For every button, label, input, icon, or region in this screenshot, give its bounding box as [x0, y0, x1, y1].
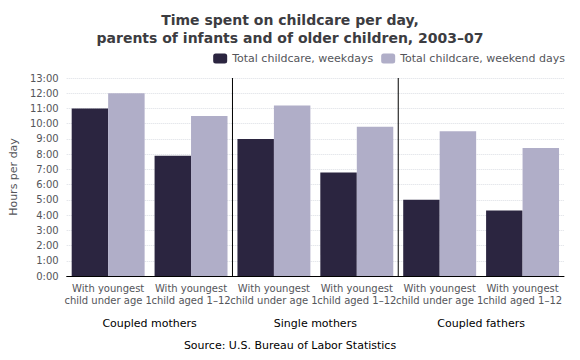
svg-text:parents of infants and of olde: parents of infants and of older children… [97, 30, 484, 46]
svg-text:3:00: 3:00 [36, 225, 58, 236]
svg-text:child under age 1: child under age 1 [64, 295, 152, 306]
svg-text:Total childcare, weekdays: Total childcare, weekdays [231, 52, 373, 65]
svg-text:Total childcare, weekend days: Total childcare, weekend days [399, 52, 565, 65]
svg-text:10:00: 10:00 [30, 118, 59, 129]
svg-text:child under age 1: child under age 1 [396, 295, 484, 306]
svg-text:With youngest: With youngest [155, 283, 227, 294]
svg-text:1:00: 1:00 [36, 255, 58, 266]
svg-text:12:00: 12:00 [30, 88, 59, 99]
svg-text:Time spent on childcare per da: Time spent on childcare per day, [161, 12, 419, 28]
svg-text:child aged 1–12: child aged 1–12 [483, 295, 562, 306]
svg-text:0:00: 0:00 [36, 271, 58, 282]
svg-text:5:00: 5:00 [36, 194, 58, 205]
svg-text:6:00: 6:00 [36, 179, 58, 190]
svg-text:With youngest: With youngest [321, 283, 393, 294]
svg-text:2:00: 2:00 [36, 240, 58, 251]
svg-text:With youngest: With youngest [404, 283, 476, 294]
svg-text:With youngest: With youngest [486, 283, 558, 294]
svg-text:Hours per day: Hours per day [7, 138, 20, 216]
svg-text:7:00: 7:00 [36, 164, 58, 175]
svg-text:Source: U.S. Bureau of Labor S: Source: U.S. Bureau of Labor Statistics [184, 339, 397, 352]
svg-text:11:00: 11:00 [30, 103, 59, 114]
svg-text:13:00: 13:00 [30, 73, 59, 84]
svg-text:Single mothers: Single mothers [274, 317, 357, 330]
svg-text:child aged 1–12: child aged 1–12 [151, 295, 230, 306]
svg-text:child aged 1–12: child aged 1–12 [317, 295, 396, 306]
svg-text:With youngest: With youngest [238, 283, 310, 294]
svg-text:Coupled mothers: Coupled mothers [102, 317, 197, 330]
svg-text:4:00: 4:00 [36, 210, 58, 221]
svg-text:Coupled fathers: Coupled fathers [437, 317, 525, 330]
svg-text:child under age 1: child under age 1 [230, 295, 318, 306]
svg-text:9:00: 9:00 [36, 133, 58, 144]
svg-text:With youngest: With youngest [72, 283, 144, 294]
svg-text:8:00: 8:00 [36, 149, 58, 160]
